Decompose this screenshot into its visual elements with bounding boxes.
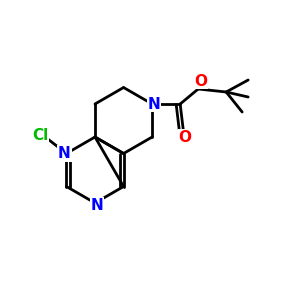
- Text: N: N: [91, 197, 103, 212]
- Text: Cl: Cl: [32, 128, 49, 143]
- Text: O: O: [195, 74, 208, 88]
- Text: O: O: [179, 130, 192, 145]
- Text: N: N: [148, 97, 161, 112]
- Text: N: N: [58, 146, 71, 161]
